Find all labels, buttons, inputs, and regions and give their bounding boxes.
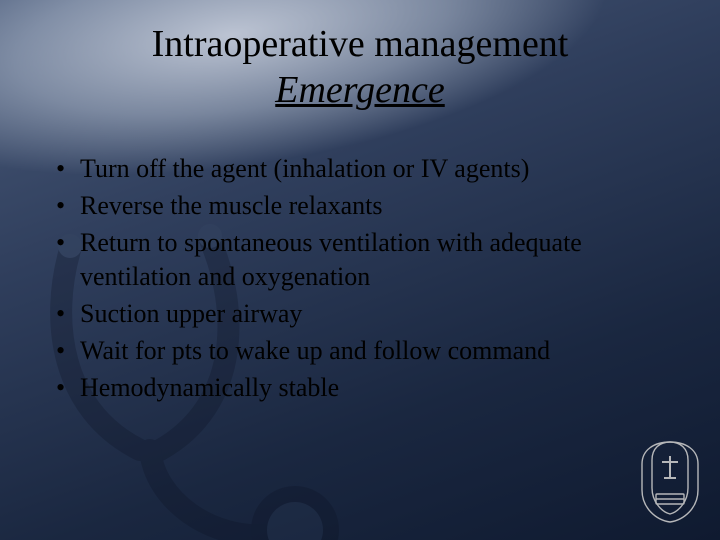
list-item: Hemodynamically stable xyxy=(52,371,676,404)
list-item: Suction upper airway xyxy=(52,297,676,330)
slide-subtitle: Emergence xyxy=(44,68,676,112)
bullet-text: Hemodynamically stable xyxy=(80,373,339,402)
bullet-text: Turn off the agent (inhalation or IV age… xyxy=(80,154,529,183)
list-item: Reverse the muscle relaxants xyxy=(52,189,676,222)
bullet-text: Return to spontaneous ventilation with a… xyxy=(80,228,582,290)
list-item: Wait for pts to wake up and follow comma… xyxy=(52,334,676,367)
bullet-text: Suction upper airway xyxy=(80,299,302,328)
bullet-text: Wait for pts to wake up and follow comma… xyxy=(80,336,550,365)
slide-title: Intraoperative management xyxy=(44,24,676,66)
list-item: Return to spontaneous ventilation with a… xyxy=(52,226,676,293)
bullet-list: Turn off the agent (inhalation or IV age… xyxy=(44,152,676,405)
university-crest-icon xyxy=(634,438,706,526)
slide-container: Intraoperative management Emergence Turn… xyxy=(0,0,720,540)
list-item: Turn off the agent (inhalation or IV age… xyxy=(52,152,676,185)
bullet-text: Reverse the muscle relaxants xyxy=(80,191,383,220)
